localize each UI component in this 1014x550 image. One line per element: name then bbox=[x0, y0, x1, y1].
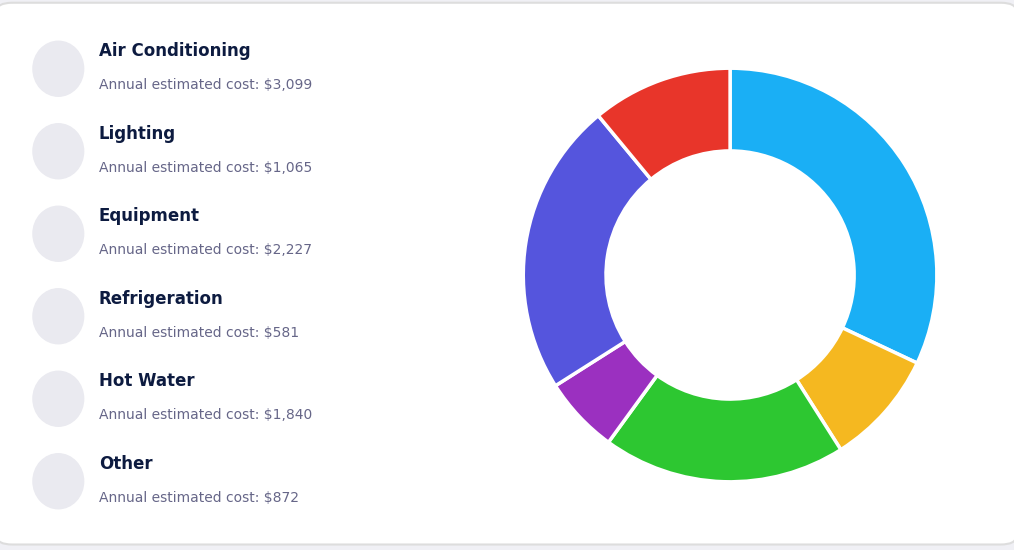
Text: Lighting: Lighting bbox=[99, 125, 176, 142]
Wedge shape bbox=[598, 68, 730, 179]
Text: Hot Water: Hot Water bbox=[99, 372, 195, 390]
Text: Annual estimated cost: $872: Annual estimated cost: $872 bbox=[99, 491, 299, 505]
Circle shape bbox=[32, 124, 83, 179]
Text: Annual estimated cost: $1,065: Annual estimated cost: $1,065 bbox=[99, 161, 312, 175]
Wedge shape bbox=[797, 328, 918, 450]
Text: Annual estimated cost: $3,099: Annual estimated cost: $3,099 bbox=[99, 78, 312, 92]
Wedge shape bbox=[730, 68, 937, 363]
Wedge shape bbox=[608, 375, 841, 482]
Wedge shape bbox=[556, 342, 657, 442]
Text: Annual estimated cost: $2,227: Annual estimated cost: $2,227 bbox=[99, 243, 312, 257]
Circle shape bbox=[32, 371, 83, 426]
Wedge shape bbox=[523, 116, 651, 386]
Circle shape bbox=[32, 206, 83, 261]
Text: Annual estimated cost: $581: Annual estimated cost: $581 bbox=[99, 326, 299, 340]
Text: Air Conditioning: Air Conditioning bbox=[99, 42, 250, 60]
Text: Refrigeration: Refrigeration bbox=[99, 290, 224, 307]
Circle shape bbox=[32, 41, 83, 96]
Circle shape bbox=[32, 454, 83, 509]
Text: Annual estimated cost: $1,840: Annual estimated cost: $1,840 bbox=[99, 408, 312, 422]
Text: Equipment: Equipment bbox=[99, 207, 200, 225]
Text: Other: Other bbox=[99, 455, 152, 472]
Circle shape bbox=[32, 289, 83, 344]
